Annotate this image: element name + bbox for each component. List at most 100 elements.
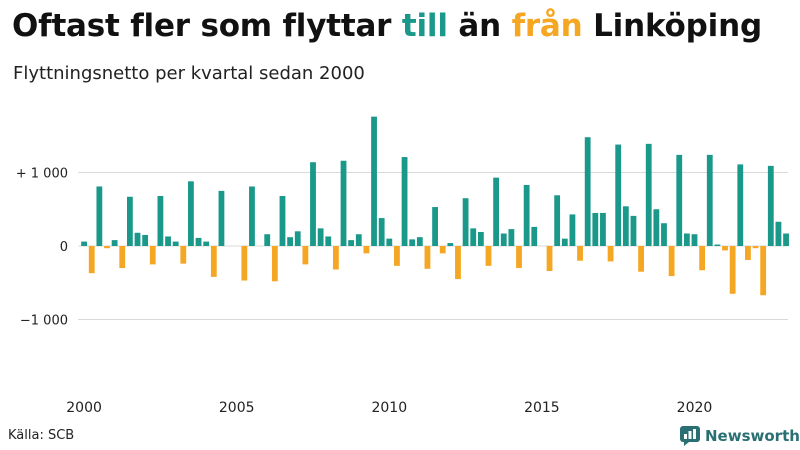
bar (264, 234, 271, 246)
newsworthy-chart-icon (680, 426, 700, 446)
bar (462, 198, 469, 246)
bar (104, 246, 110, 249)
bar (310, 162, 316, 246)
bar (188, 181, 194, 246)
x-tick-label: 2010 (371, 400, 407, 416)
bar (752, 246, 759, 249)
bar (88, 246, 95, 274)
bar (126, 196, 133, 246)
bar (775, 221, 782, 246)
bar (325, 236, 332, 246)
bar (210, 246, 217, 277)
bar (149, 246, 156, 265)
bar (409, 239, 416, 246)
bar (81, 241, 87, 246)
y-tick-label: −1 000 (20, 314, 68, 329)
title-part-3: än (447, 8, 512, 44)
source-label: Källa: SCB (8, 428, 75, 443)
bar (745, 246, 751, 260)
bar (569, 214, 576, 246)
bar (722, 246, 728, 251)
bar (561, 238, 568, 246)
bar (180, 246, 187, 264)
bar (432, 207, 438, 246)
bar (516, 246, 522, 269)
bar (241, 246, 248, 281)
bar (317, 228, 324, 246)
bar (493, 177, 500, 246)
bar (546, 246, 553, 271)
x-tick-label: 2015 (524, 400, 560, 416)
title-highlight-fran: från (511, 8, 583, 44)
bar (218, 190, 225, 247)
bar (386, 238, 393, 246)
bar (661, 223, 667, 247)
bar (439, 246, 446, 254)
bar (447, 243, 454, 246)
bar (287, 237, 294, 246)
bar (607, 246, 614, 262)
bar (96, 186, 103, 246)
bar (523, 185, 530, 246)
bar (531, 226, 538, 246)
bar (332, 246, 339, 270)
bar (271, 246, 278, 282)
bar (470, 228, 477, 246)
bar (279, 196, 286, 246)
bar (691, 234, 698, 246)
bar (714, 244, 721, 246)
bar (363, 246, 370, 254)
x-tick-label: 2000 (66, 400, 102, 416)
bar (455, 246, 461, 280)
bar (615, 144, 622, 246)
y-tick-label: 0 (60, 240, 68, 255)
bar (172, 241, 179, 246)
bar (767, 165, 774, 246)
title-highlight-till: till (401, 8, 448, 44)
bar (348, 240, 355, 246)
bar (683, 233, 690, 246)
bar (500, 233, 507, 246)
bar (111, 240, 118, 246)
bar (424, 246, 431, 269)
bar (630, 215, 637, 246)
bar (592, 212, 599, 246)
bar (249, 186, 255, 246)
bar (729, 246, 736, 294)
bar (355, 234, 362, 246)
chart-title: Oftast fler som flyttar till än från Lin… (12, 8, 762, 44)
bar (508, 229, 515, 246)
bar (294, 231, 301, 246)
title-part-5: Linköping (582, 8, 762, 44)
bar (340, 160, 347, 246)
bar (783, 233, 789, 246)
bar (584, 137, 591, 246)
bar (653, 209, 660, 246)
bar (676, 154, 683, 246)
x-tick-label: 2005 (219, 400, 255, 416)
title-part-1: Oftast fler som flyttar (12, 8, 402, 44)
bar (600, 212, 606, 246)
bar (737, 164, 744, 246)
bar (622, 206, 629, 246)
bar (554, 195, 561, 246)
bar (157, 196, 164, 246)
bar (668, 246, 675, 277)
bar (645, 143, 652, 246)
bar (195, 237, 202, 246)
bar (699, 246, 706, 271)
bar (577, 246, 583, 261)
brand-name: Newsworthy (705, 427, 800, 445)
bar (165, 236, 171, 246)
bar (203, 241, 210, 246)
bar (638, 246, 644, 272)
bar (394, 246, 400, 266)
bar (142, 234, 149, 246)
chart-subtitle: Flyttningsnetto per kvartal sedan 2000 (13, 63, 365, 84)
y-tick-label: + 1 000 (16, 167, 68, 182)
x-tick-label: 2020 (677, 400, 713, 416)
bar (371, 116, 377, 246)
bar (485, 246, 492, 266)
bar (706, 154, 713, 246)
